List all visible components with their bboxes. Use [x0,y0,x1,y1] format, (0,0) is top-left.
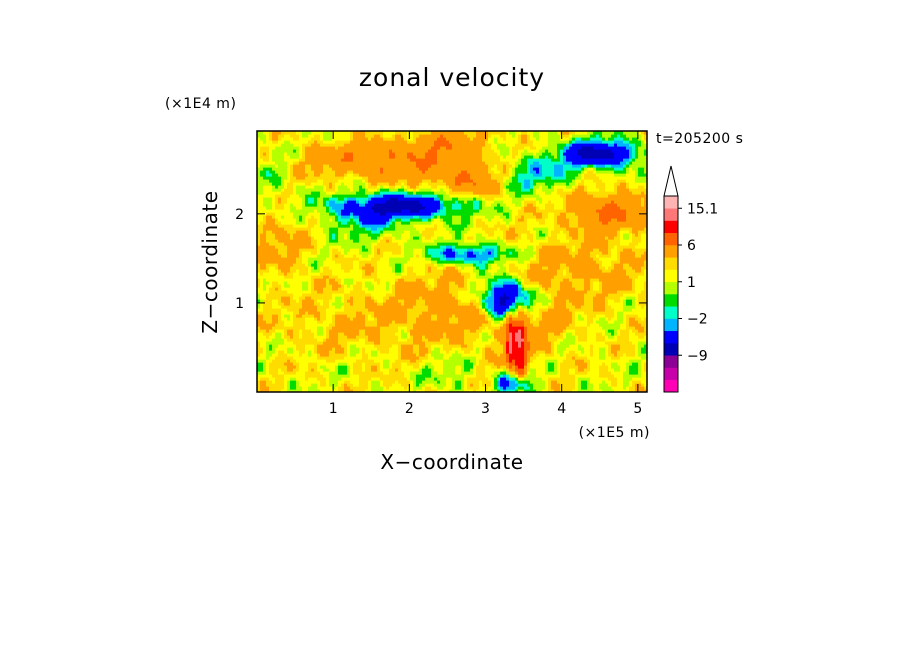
contour-field [257,131,648,393]
y-unit-label: (×1E4 m) [165,96,236,112]
time-label: t=205200 s [656,131,743,147]
chart-title: zonal velocity [359,63,545,92]
